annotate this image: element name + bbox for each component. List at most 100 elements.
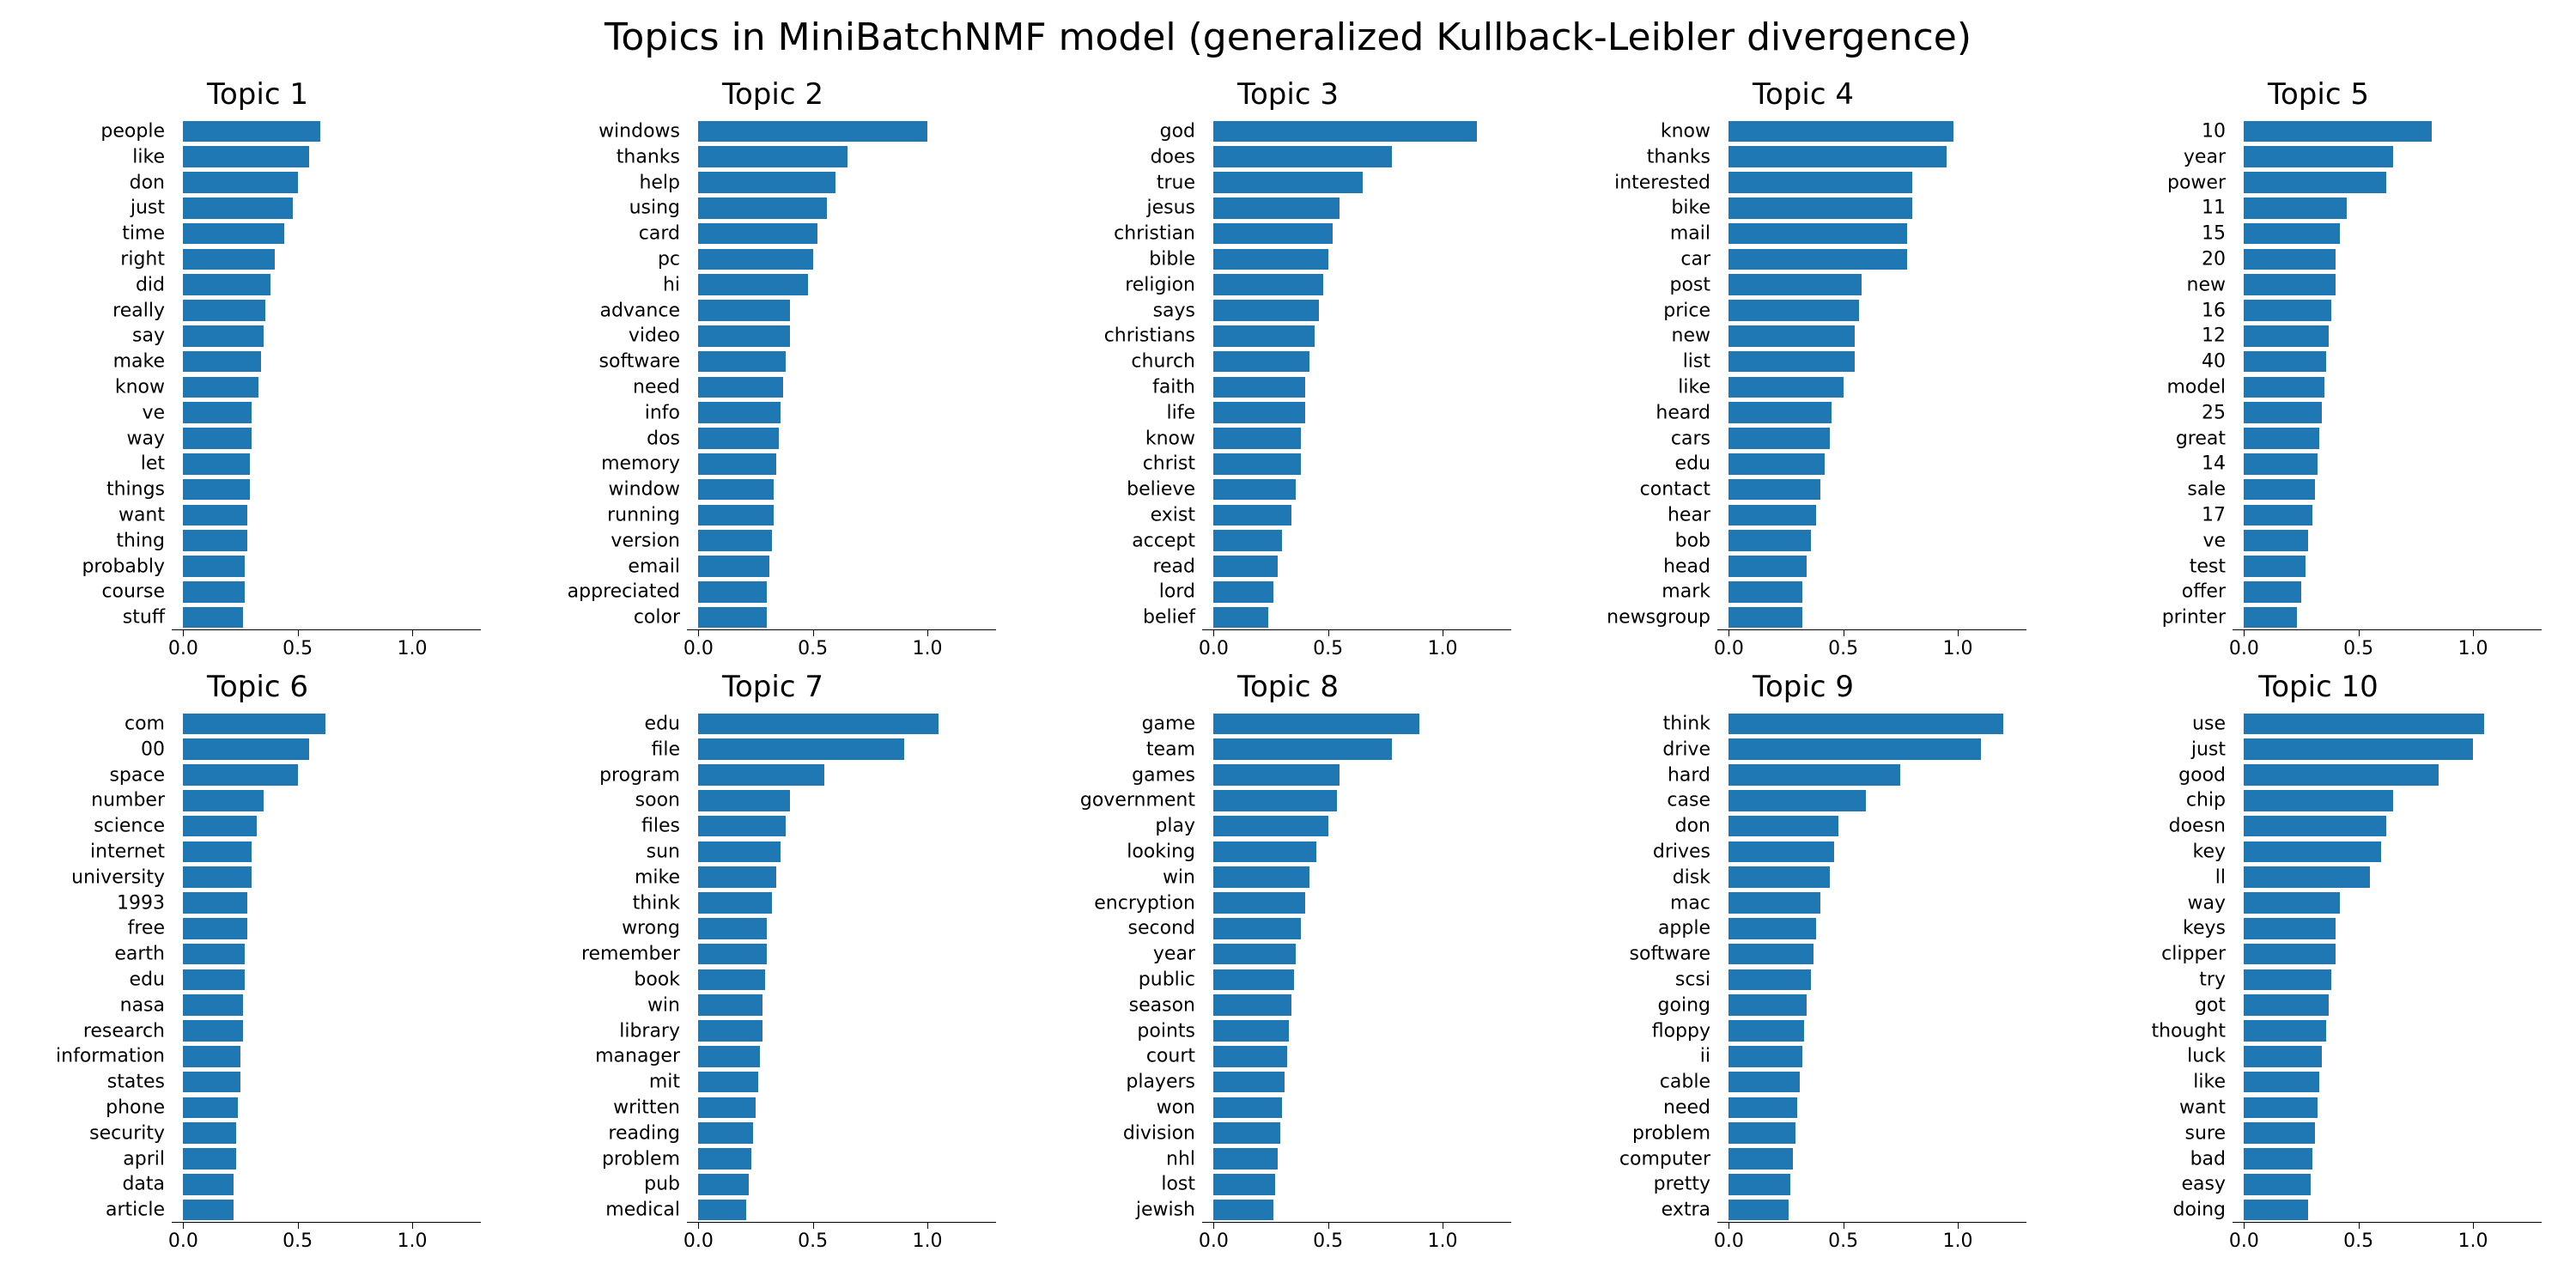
x-tick-label: 0.0 (683, 1223, 714, 1252)
bar (1213, 714, 1419, 734)
bar (698, 274, 808, 295)
y-tick-label: advance (599, 300, 687, 321)
bar (698, 969, 764, 990)
bar (1728, 1097, 1797, 1118)
bar (183, 1174, 234, 1194)
y-tick-label: interested (1614, 172, 1717, 193)
y-tick-label: mail (1670, 223, 1717, 245)
x-tick-label: 1.0 (1428, 1223, 1458, 1252)
y-tick-label: christ (1143, 453, 1202, 475)
y-tick-label: security (89, 1122, 172, 1144)
bar (1213, 402, 1305, 422)
y-tick-label: new (2187, 274, 2233, 295)
subplot-topic-7: Topic 70.00.51.0edufileprogramsoonfiless… (515, 670, 1030, 1262)
bar (2244, 790, 2392, 811)
y-tick-label: think (633, 892, 687, 914)
y-tick-label: drive (1662, 738, 1717, 760)
bar (183, 790, 263, 811)
y-tick-label: game (1142, 713, 1202, 734)
y-tick-label: price (1663, 300, 1717, 321)
y-tick-label: thanks (617, 146, 687, 167)
bar (1213, 325, 1314, 346)
y-tick-label: year (1153, 944, 1202, 965)
y-tick-label: using (629, 197, 687, 219)
bar (183, 892, 247, 913)
y-tick-label: don (130, 172, 172, 193)
bar (1728, 1020, 1804, 1041)
y-tick-label: luck (2187, 1046, 2233, 1067)
y-tick-label: just (131, 197, 172, 219)
bar (183, 223, 283, 244)
bar (1728, 479, 1820, 500)
y-tick-label: com (125, 713, 172, 734)
bar (2244, 325, 2329, 346)
bar (1213, 1097, 1282, 1118)
x-tick-label: 0.0 (2229, 1223, 2259, 1252)
bar (698, 172, 835, 192)
y-tick-label: ve (2202, 530, 2233, 551)
bar (2244, 1200, 2308, 1220)
bar (183, 1122, 235, 1143)
y-tick-label: want (2179, 1097, 2233, 1118)
y-tick-label: 17 (2202, 504, 2233, 526)
bar (1728, 1200, 1788, 1220)
y-tick-label: new (1672, 325, 1717, 347)
bar (2244, 944, 2336, 964)
bar (698, 428, 778, 448)
y-tick-label: points (1137, 1020, 1202, 1042)
bar (2244, 274, 2336, 295)
y-tick-label: does (1151, 146, 1202, 167)
y-tick-label: university (71, 866, 172, 888)
y-tick-label: exist (1151, 504, 1202, 526)
bar (1213, 866, 1309, 887)
bars: knowthanksinterestedbikemailcarpostprice… (1717, 118, 2026, 630)
y-tick-label: doesn (2169, 816, 2233, 837)
y-tick-label: 11 (2202, 197, 2233, 219)
y-tick-label: hi (663, 274, 687, 295)
subplot-title: Topic 6 (0, 670, 515, 704)
x-tick-label: 0.5 (2343, 1223, 2373, 1252)
plot-area: 0.00.51.0gameteamgamesgovernmentplaylook… (1202, 711, 1511, 1223)
bar (1213, 197, 1340, 218)
bar (2244, 866, 2370, 887)
y-tick-label: think (1663, 713, 1717, 734)
bar (1213, 1122, 1279, 1143)
bar (698, 918, 767, 939)
y-tick-label: know (1145, 428, 1202, 449)
y-tick-label: players (1126, 1072, 1202, 1093)
bar (2244, 428, 2319, 448)
y-tick-label: know (115, 376, 172, 398)
x-tick-label: 0.0 (168, 1223, 198, 1252)
subplot-grid: Topic 10.00.51.0peoplelikedonjusttimerig… (0, 77, 2576, 1262)
y-tick-label: files (641, 816, 687, 837)
y-tick-label: information (56, 1046, 172, 1067)
plot-area: 0.00.51.0goddoestruejesuschristianbibler… (1202, 118, 1511, 630)
bar (1728, 197, 1911, 218)
subplot-topic-6: Topic 60.00.51.0com00spacenumbersciencei… (0, 670, 515, 1262)
x-tick-label: 1.0 (1943, 630, 1973, 659)
y-tick-label: test (2190, 556, 2233, 577)
y-tick-label: problem (602, 1148, 687, 1170)
bar (698, 1097, 756, 1118)
bar (1213, 300, 1319, 320)
bar (183, 274, 270, 295)
bar (698, 351, 785, 372)
y-tick-label: way (127, 428, 173, 449)
bar (2244, 1097, 2317, 1118)
y-tick-label: thought (2151, 1020, 2233, 1042)
bar (183, 351, 261, 372)
y-tick-label: say (132, 325, 172, 347)
y-tick-label: public (1139, 969, 1202, 990)
y-tick-label: 1993 (117, 892, 172, 914)
bar (698, 249, 812, 270)
bar (1213, 892, 1305, 913)
bar (2244, 377, 2324, 398)
y-tick-label: just (2191, 738, 2233, 760)
bar (698, 764, 824, 785)
bar (1213, 146, 1392, 167)
bar (1728, 146, 1946, 167)
bar (1728, 738, 1980, 759)
y-tick-label: windows (598, 120, 687, 142)
bar (2244, 479, 2315, 500)
y-tick-label: chip (2186, 790, 2233, 811)
